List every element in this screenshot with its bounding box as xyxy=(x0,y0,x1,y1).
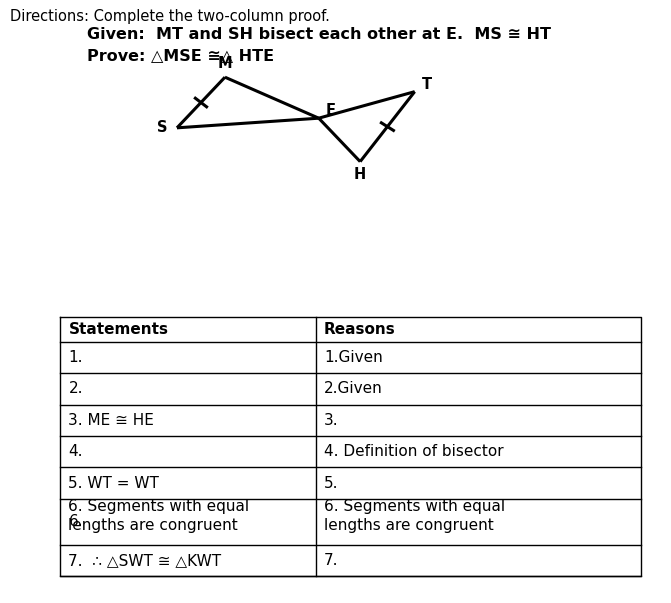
Text: 2.Given: 2.Given xyxy=(324,382,382,396)
Text: Statements: Statements xyxy=(68,322,168,336)
Text: M: M xyxy=(217,57,232,71)
Text: S: S xyxy=(157,121,168,135)
Text: Reasons: Reasons xyxy=(324,322,396,336)
Text: 1.Given: 1.Given xyxy=(324,350,382,365)
Text: 3.: 3. xyxy=(324,413,338,428)
Text: 5. WT = WT: 5. WT = WT xyxy=(68,476,159,490)
Text: 4. Definition of bisector: 4. Definition of bisector xyxy=(324,444,503,459)
Text: 3. ME ≅ HE: 3. ME ≅ HE xyxy=(68,413,154,428)
Text: 6. Segments with equal
lengths are congruent: 6. Segments with equal lengths are congr… xyxy=(68,499,250,533)
Text: Directions: Complete the two-column proof.: Directions: Complete the two-column proo… xyxy=(10,9,330,24)
Text: Prove: △MSE ≅△ HTE: Prove: △MSE ≅△ HTE xyxy=(87,48,274,63)
Text: 7.  ∴ △SWT ≅ △KWT: 7. ∴ △SWT ≅ △KWT xyxy=(68,553,221,567)
Text: E: E xyxy=(326,104,336,118)
Text: H: H xyxy=(354,168,366,182)
Text: 2.: 2. xyxy=(68,382,83,396)
Text: Given:  MT and SH bisect each other at E.  MS ≅ HT: Given: MT and SH bisect each other at E.… xyxy=(87,27,552,42)
Text: 7.: 7. xyxy=(324,553,338,567)
Text: 6. Segments with equal
lengths are congruent: 6. Segments with equal lengths are congr… xyxy=(324,499,505,533)
Text: T: T xyxy=(421,77,432,92)
Text: 6.: 6. xyxy=(68,514,83,529)
Text: 4.: 4. xyxy=(68,444,83,459)
Text: 1.: 1. xyxy=(68,350,83,365)
Text: 5.: 5. xyxy=(324,476,338,490)
